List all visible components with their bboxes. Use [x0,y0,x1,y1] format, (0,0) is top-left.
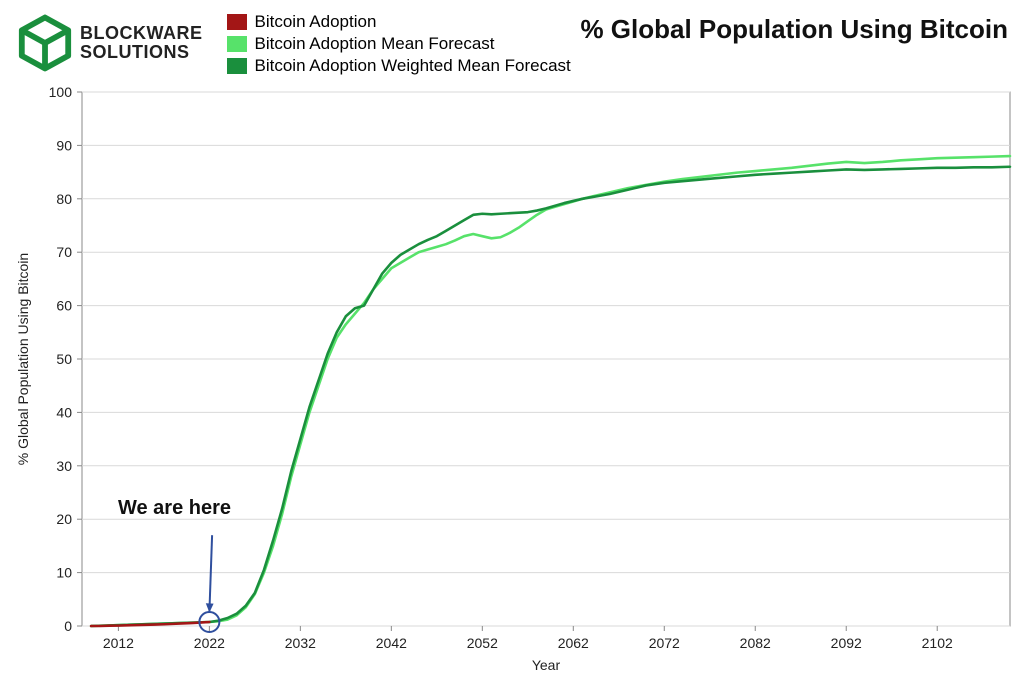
svg-text:2052: 2052 [467,635,498,651]
svg-text:30: 30 [56,458,72,474]
svg-text:2032: 2032 [285,635,316,651]
svg-text:2082: 2082 [740,635,771,651]
svg-text:10: 10 [56,565,72,581]
svg-text:40: 40 [56,404,72,420]
svg-text:2042: 2042 [376,635,407,651]
svg-text:2092: 2092 [831,635,862,651]
svg-text:% Global Population Using Bitc: % Global Population Using Bitcoin [15,253,31,465]
svg-text:50: 50 [56,351,72,367]
svg-text:70: 70 [56,244,72,260]
svg-text:2012: 2012 [103,635,134,651]
svg-text:80: 80 [56,191,72,207]
svg-text:2022: 2022 [194,635,225,651]
svg-text:2062: 2062 [558,635,589,651]
annotation-label: We are here [118,497,231,520]
svg-text:Year: Year [532,657,561,673]
svg-text:20: 20 [56,511,72,527]
svg-text:0: 0 [64,618,72,634]
adoption-chart: 0 10 20 30 40 50 60 70 80 90 100 2012 2022 2032 2042 20… [0,0,1024,682]
svg-text:100: 100 [49,84,73,100]
svg-text:2102: 2102 [922,635,953,651]
svg-text:90: 90 [56,137,72,153]
svg-text:2072: 2072 [649,635,680,651]
svg-text:60: 60 [56,298,72,314]
